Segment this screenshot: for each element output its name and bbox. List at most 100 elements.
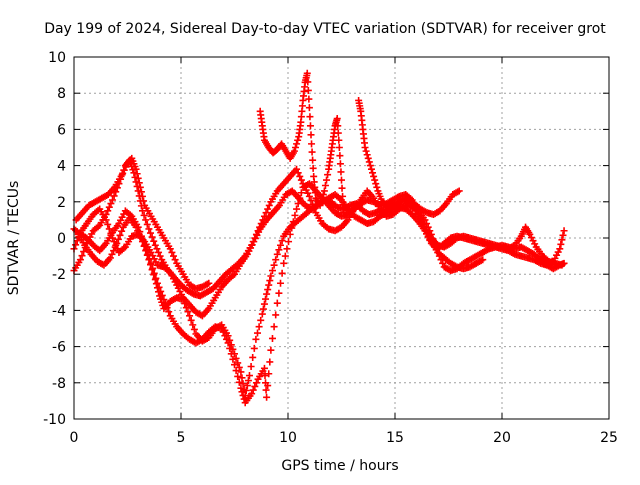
data-point bbox=[153, 245, 161, 253]
data-point bbox=[308, 140, 316, 148]
data-point bbox=[361, 144, 369, 151]
data-point bbox=[132, 223, 140, 231]
data-point bbox=[268, 334, 276, 342]
data-point bbox=[305, 95, 313, 103]
data-point bbox=[245, 372, 253, 380]
data-point bbox=[340, 209, 348, 217]
data-point bbox=[338, 184, 346, 192]
data-point bbox=[439, 259, 447, 267]
y-tick-label: 10 bbox=[48, 50, 66, 66]
data-point bbox=[134, 227, 142, 235]
y-tick-label: -6 bbox=[52, 340, 66, 356]
data-point bbox=[135, 230, 143, 238]
data-point bbox=[370, 172, 378, 180]
plot-frame bbox=[73, 56, 610, 420]
data-point bbox=[278, 269, 286, 277]
data-point bbox=[259, 305, 267, 313]
data-point bbox=[369, 169, 377, 177]
data-points bbox=[70, 69, 568, 407]
data-point bbox=[189, 321, 197, 329]
data-point bbox=[142, 216, 150, 224]
data-point bbox=[305, 104, 313, 112]
data-point bbox=[138, 192, 146, 200]
data-point bbox=[291, 144, 299, 151]
data-point bbox=[323, 176, 331, 184]
data-point bbox=[155, 288, 163, 296]
data-point bbox=[78, 252, 86, 260]
data-point bbox=[130, 169, 138, 177]
data-point bbox=[261, 372, 269, 380]
data-point bbox=[104, 220, 112, 228]
x-tick-label: 15 bbox=[386, 430, 404, 446]
y-tick-label: -2 bbox=[52, 267, 66, 283]
data-point bbox=[294, 136, 302, 144]
data-point bbox=[247, 363, 255, 371]
data-point bbox=[232, 367, 240, 375]
data-point bbox=[132, 165, 140, 173]
data-point bbox=[140, 242, 148, 250]
data-point bbox=[290, 147, 298, 155]
data-point bbox=[80, 248, 88, 256]
data-point bbox=[205, 279, 213, 287]
data-point bbox=[133, 182, 141, 190]
data-point bbox=[262, 295, 270, 303]
data-point bbox=[293, 140, 301, 148]
chart-title: Day 199 of 2024, Sidereal Day-to-day VTE… bbox=[44, 21, 606, 37]
y-tick-label: -10 bbox=[43, 412, 66, 428]
data-point bbox=[107, 229, 115, 237]
data-point bbox=[283, 245, 291, 253]
x-tick-label: 25 bbox=[600, 430, 618, 446]
data-point bbox=[224, 332, 232, 340]
data-point bbox=[147, 229, 155, 237]
data-point bbox=[109, 196, 117, 204]
y-tick-label: -4 bbox=[52, 303, 66, 319]
data-point bbox=[229, 345, 237, 353]
data-point bbox=[304, 78, 312, 86]
x-axis-ticks: 0 5 10 15 20 25 bbox=[70, 57, 618, 446]
data-point bbox=[556, 245, 564, 253]
data-point bbox=[293, 205, 301, 213]
data-point bbox=[235, 363, 243, 371]
data-point bbox=[252, 335, 260, 343]
data-point bbox=[297, 189, 305, 197]
data-point bbox=[364, 154, 372, 162]
data-point bbox=[309, 164, 317, 172]
data-point bbox=[423, 220, 431, 228]
data-point bbox=[156, 292, 164, 300]
data-point bbox=[226, 336, 234, 344]
data-point bbox=[234, 359, 242, 367]
data-point bbox=[241, 391, 249, 399]
data-point bbox=[179, 296, 187, 304]
y-tick-label: 0 bbox=[57, 231, 66, 247]
data-point bbox=[242, 386, 250, 394]
data-point bbox=[181, 300, 189, 308]
data-point bbox=[237, 384, 245, 392]
data-point bbox=[249, 386, 257, 394]
data-point bbox=[142, 247, 150, 255]
data-point bbox=[307, 131, 315, 139]
data-point bbox=[280, 259, 288, 267]
data-point bbox=[145, 225, 153, 233]
data-point bbox=[336, 152, 344, 160]
data-point bbox=[336, 160, 344, 168]
data-point bbox=[277, 241, 285, 249]
series-3 bbox=[74, 191, 487, 399]
data-point bbox=[184, 308, 192, 316]
data-point bbox=[165, 308, 173, 316]
data-point bbox=[559, 231, 567, 239]
data-point bbox=[237, 368, 245, 376]
data-point bbox=[250, 344, 258, 352]
data-point bbox=[260, 300, 268, 308]
data-point bbox=[252, 379, 260, 387]
data-point bbox=[270, 261, 278, 269]
series-0 bbox=[70, 156, 568, 300]
data-point bbox=[222, 335, 230, 343]
data-point bbox=[337, 168, 345, 176]
data-point bbox=[148, 266, 156, 274]
data-point bbox=[294, 169, 302, 177]
data-point bbox=[140, 197, 148, 205]
data-point bbox=[109, 234, 117, 242]
data-point bbox=[260, 364, 268, 372]
data-point bbox=[148, 233, 156, 241]
data-point bbox=[156, 252, 164, 260]
